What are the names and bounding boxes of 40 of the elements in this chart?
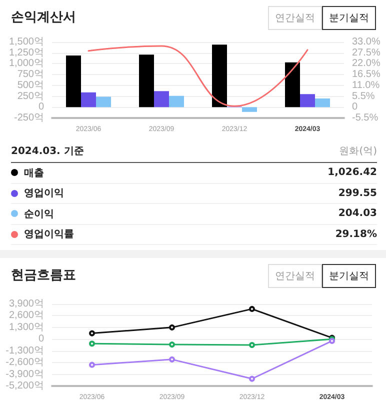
y-tick-label: 750억 bbox=[17, 69, 44, 80]
text: 연간실적 bbox=[268, 264, 322, 288]
y-tick-label: 0 bbox=[38, 102, 44, 113]
y-tick-label: 1,500억 bbox=[8, 36, 44, 48]
y2-tick-label: 5.5% bbox=[352, 90, 375, 102]
chart-title: 현금흐름표 bbox=[11, 267, 76, 284]
y-tick-label: -3,900억 bbox=[6, 368, 44, 380]
y-tick-label: 1,250억 bbox=[8, 47, 44, 58]
text: 분기실적 bbox=[322, 264, 376, 288]
y-tick-label: -5,200억 bbox=[6, 380, 44, 392]
y2-tick-label: -5.5% bbox=[352, 112, 378, 124]
data-label: 1,026.42 bbox=[328, 167, 377, 178]
category-label: 매출 bbox=[24, 166, 44, 180]
category-label: 영업이익 bbox=[24, 187, 64, 200]
data-label: 29.18% bbox=[335, 228, 377, 240]
text: 연간실적 bbox=[268, 6, 322, 30]
y-tick-label: 0 bbox=[38, 334, 44, 345]
y2-tick-label: 11.0% bbox=[352, 80, 380, 91]
y-tick-label: 1,300억 bbox=[8, 322, 44, 333]
y-tick-label: -1,300억 bbox=[6, 345, 44, 356]
y-tick-label: 1,000억 bbox=[8, 58, 44, 70]
y2-tick-label: 0 bbox=[352, 102, 358, 113]
chart-title: 손익계산서 bbox=[11, 9, 76, 26]
category-label: 영업이익률 bbox=[24, 228, 74, 242]
category-label: 순이익 bbox=[24, 208, 54, 221]
y2-tick-label: 16.5% bbox=[352, 69, 380, 80]
data-label: 299.55 bbox=[338, 188, 377, 199]
y-tick-label: 2,600억 bbox=[8, 310, 44, 322]
data-label: 204.03 bbox=[338, 208, 377, 220]
y-tick-label: 3,900억 bbox=[8, 298, 44, 310]
text: 분기실적 bbox=[322, 6, 376, 30]
y2-tick-label: 27.5% bbox=[352, 47, 380, 58]
y-tick-label: -250억 bbox=[14, 112, 44, 124]
text: 원화(억) bbox=[339, 145, 377, 158]
y2-tick-label: 33.0% bbox=[352, 36, 380, 48]
y-tick-label: 250억 bbox=[17, 90, 44, 102]
y-tick-label: 500억 bbox=[17, 80, 44, 91]
y2-tick-label: 22.0% bbox=[352, 58, 380, 70]
y-tick-label: -2,600억 bbox=[6, 357, 44, 368]
text: 2024.03. 기준 bbox=[11, 145, 84, 158]
